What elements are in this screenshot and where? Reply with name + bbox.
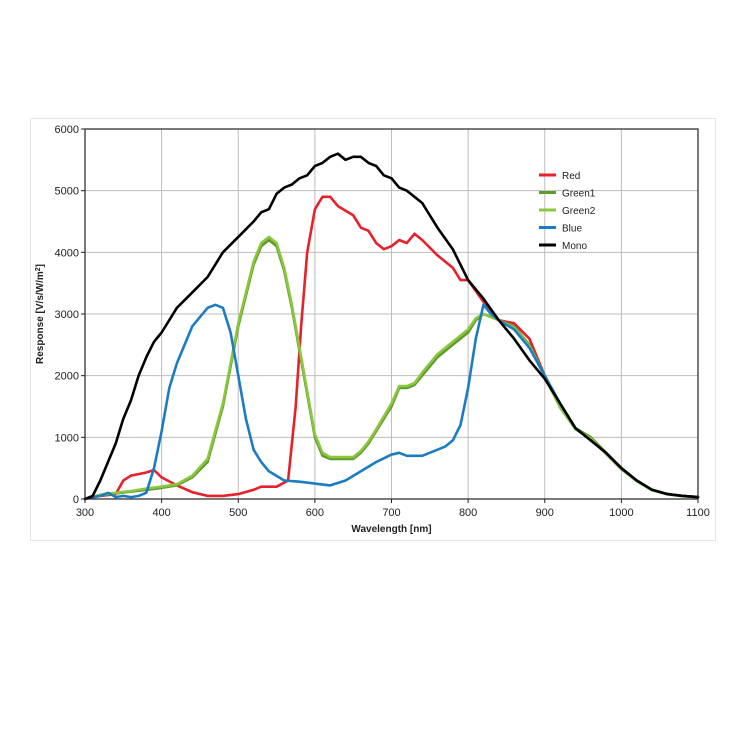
chart-frame: 300 400 500 600 700 800 900 1000 1100 0 1000 2000 30…	[30, 118, 716, 541]
legend-label-green2: Green2	[562, 206, 596, 217]
series-line-green2	[83, 235, 700, 501]
y-tick-label: 3000	[55, 309, 79, 321]
x-tick-label: 500	[229, 507, 247, 519]
x-tick-label: 900	[536, 507, 554, 519]
legend: Red Green1 Green2 Blue Mono	[539, 171, 596, 252]
legend-label-red: Red	[562, 171, 580, 182]
y-axis-label-end: ]	[35, 264, 46, 267]
y-tick-label: 2000	[55, 371, 79, 383]
y-tick-label: 5000	[55, 186, 79, 198]
spectral-response-chart: 300 400 500 600 700 800 900 1000 1100 0 1000 2000 30…	[35, 124, 710, 535]
grid	[84, 128, 699, 500]
y-axis-label-sup: 2	[35, 267, 42, 271]
legend-label-blue: Blue	[562, 224, 582, 235]
y-tick-label: 0	[73, 494, 79, 506]
axis-ticks: 300 400 500 600 700 800 900 1000 1100 0 1000 2000 30…	[55, 124, 710, 519]
x-axis-label: Wavelength [nm]	[351, 524, 431, 535]
x-tick-label: 1100	[686, 507, 710, 519]
x-tick-label: 300	[76, 507, 94, 519]
y-tick-label: 6000	[55, 124, 79, 136]
series-line-mono	[83, 152, 700, 501]
x-tick-label: 400	[152, 507, 170, 519]
y-tick-label: 1000	[55, 432, 79, 444]
x-tick-label: 600	[306, 507, 324, 519]
y-axis-label: Response [V/s/W/m2]	[35, 264, 47, 364]
y-tick-label: 4000	[55, 247, 79, 259]
x-tick-label: 700	[382, 507, 400, 519]
legend-label-green1: Green1	[562, 189, 596, 200]
series-lines	[83, 152, 700, 501]
x-tick-label: 1000	[609, 507, 633, 519]
x-tick-label: 800	[459, 507, 477, 519]
legend-label-mono: Mono	[562, 241, 587, 252]
y-axis-label-main: Response [V/s/W/m	[35, 271, 46, 364]
